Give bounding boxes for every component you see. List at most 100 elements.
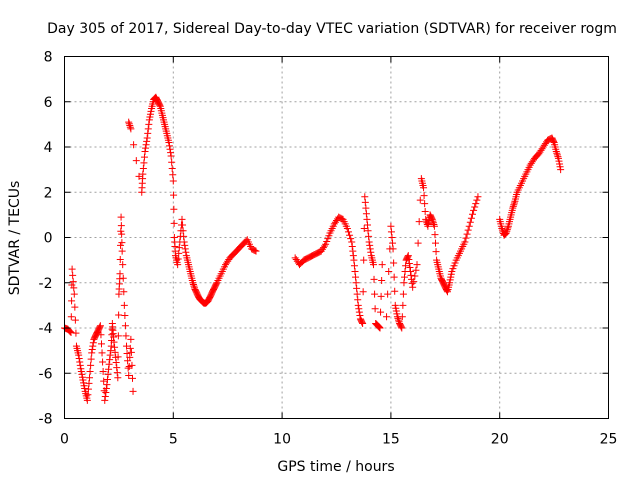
data-point — [466, 218, 474, 226]
data-point — [366, 241, 374, 249]
data-point — [179, 227, 187, 235]
data-point — [114, 353, 122, 361]
data-point — [412, 266, 420, 274]
data-point — [128, 361, 136, 369]
data-point — [553, 151, 561, 159]
data-point — [473, 196, 481, 204]
data-point — [397, 323, 405, 331]
data-point — [180, 238, 188, 246]
data-point — [121, 312, 129, 320]
data-point — [110, 338, 118, 346]
data-point — [70, 284, 78, 292]
y-tick-label: 8 — [44, 50, 53, 66]
data-point — [251, 247, 259, 255]
data-point — [189, 279, 197, 287]
data-point — [355, 308, 363, 316]
data-point — [503, 227, 511, 235]
data-point — [362, 210, 370, 218]
data-point — [402, 262, 410, 270]
data-point — [170, 191, 178, 199]
data-point — [165, 142, 173, 150]
data-point — [349, 252, 357, 260]
data-point — [462, 234, 470, 242]
data-point — [142, 144, 150, 152]
data-point — [398, 324, 406, 332]
data-point — [400, 279, 408, 287]
x-tick-label: 0 — [60, 432, 69, 448]
data-point — [116, 256, 124, 264]
data-point — [353, 284, 361, 292]
data-point — [99, 368, 107, 376]
data-point — [109, 333, 117, 341]
data-point — [111, 343, 119, 351]
data-point — [67, 313, 75, 321]
data-point — [395, 316, 403, 324]
data-point — [120, 288, 128, 296]
data-point — [430, 222, 438, 230]
data-point — [112, 359, 120, 367]
data-point — [167, 152, 175, 160]
data-point — [118, 247, 126, 255]
data-point — [360, 224, 368, 232]
data-point — [352, 279, 360, 287]
y-axis-label: SDTVAR / TECUs — [7, 181, 23, 296]
data-point — [467, 214, 475, 222]
y-tick-label: -6 — [39, 366, 53, 382]
data-point — [142, 141, 150, 149]
data-point — [510, 201, 518, 209]
data-point — [119, 274, 127, 282]
data-point — [83, 396, 91, 404]
data-point — [369, 261, 377, 269]
data-point — [371, 290, 379, 298]
data-point — [410, 278, 418, 286]
data-point — [97, 340, 105, 348]
data-point — [125, 118, 133, 126]
data-point — [66, 328, 74, 336]
data-point — [126, 122, 134, 130]
data-point — [103, 381, 111, 389]
x-tick-label: 20 — [491, 432, 509, 448]
data-point — [399, 290, 407, 298]
data-point — [349, 247, 357, 255]
x-tick-label: 10 — [273, 432, 291, 448]
data-point — [135, 172, 143, 180]
data-point — [385, 267, 393, 275]
data-point — [182, 248, 190, 256]
data-point — [401, 273, 408, 281]
data-point — [69, 271, 77, 279]
data-point — [387, 228, 395, 236]
data-point — [107, 347, 115, 355]
data-point — [408, 279, 416, 287]
data-point — [114, 374, 122, 382]
data-point — [67, 329, 75, 337]
data-point — [406, 263, 414, 271]
data-point — [168, 164, 176, 172]
data-point — [117, 222, 125, 230]
data-point — [174, 261, 182, 269]
data-point — [405, 256, 413, 264]
data-point — [351, 267, 359, 275]
data-point — [344, 228, 352, 236]
data-point — [97, 331, 105, 339]
data-point — [510, 199, 518, 207]
data-point — [125, 372, 133, 380]
data-point — [321, 242, 329, 250]
data-point — [166, 145, 174, 153]
data-point — [378, 276, 386, 284]
data-point — [88, 349, 96, 357]
data-point — [359, 288, 367, 296]
y-tick-label: 2 — [44, 185, 53, 201]
data-point — [355, 305, 363, 313]
data-point — [85, 379, 93, 387]
data-point — [553, 149, 561, 157]
data-point — [102, 388, 110, 396]
data-point — [430, 220, 438, 228]
data-point — [102, 385, 110, 393]
data-point — [470, 206, 478, 214]
data-point — [407, 271, 415, 279]
data-point — [356, 312, 364, 320]
data-point — [359, 319, 367, 327]
data-point — [126, 353, 134, 361]
data-point — [354, 296, 362, 304]
data-point — [420, 184, 428, 192]
